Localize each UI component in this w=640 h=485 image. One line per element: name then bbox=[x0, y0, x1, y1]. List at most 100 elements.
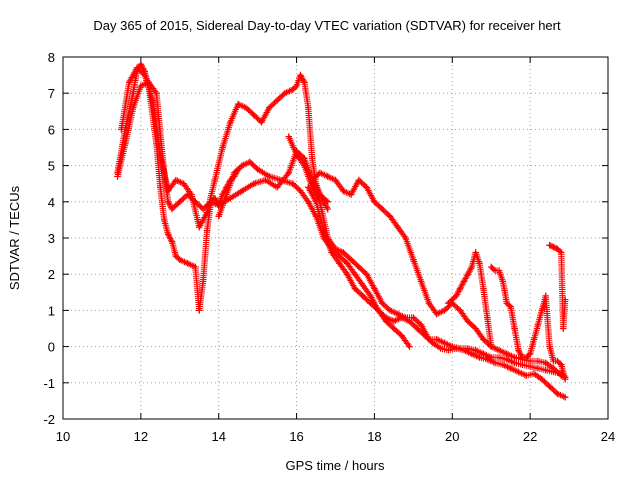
data-point bbox=[526, 363, 534, 370]
y-tick-label: 1 bbox=[48, 303, 55, 318]
data-point bbox=[441, 339, 448, 347]
y-tick-label: 7 bbox=[48, 86, 55, 101]
data-point bbox=[534, 365, 542, 372]
data-point bbox=[246, 158, 254, 166]
data-point bbox=[289, 180, 296, 187]
data-point bbox=[480, 350, 487, 358]
data-point bbox=[371, 285, 378, 292]
data-point bbox=[231, 169, 238, 177]
x-tick-label: 16 bbox=[289, 429, 303, 444]
data-point bbox=[550, 365, 557, 372]
data-point bbox=[234, 100, 242, 108]
data-point bbox=[472, 249, 479, 256]
data-point bbox=[180, 180, 187, 187]
data-point bbox=[371, 198, 378, 205]
data-point bbox=[402, 234, 409, 242]
x-tick-label: 14 bbox=[211, 429, 225, 444]
data-point bbox=[464, 318, 472, 325]
data-point bbox=[433, 310, 440, 318]
data-point bbox=[192, 263, 199, 271]
data-point bbox=[141, 71, 148, 79]
data-point bbox=[266, 173, 273, 180]
data-point bbox=[176, 256, 183, 263]
data-point bbox=[445, 299, 452, 307]
data-point bbox=[515, 368, 522, 376]
data-point bbox=[519, 361, 526, 368]
data-point bbox=[476, 354, 483, 361]
data-point bbox=[285, 133, 292, 140]
x-tick-label: 20 bbox=[445, 429, 459, 444]
data-point bbox=[293, 82, 300, 90]
data-point bbox=[410, 256, 417, 263]
data-point bbox=[285, 169, 292, 177]
data-point bbox=[390, 325, 398, 332]
data-point bbox=[250, 180, 257, 187]
data-point bbox=[425, 336, 433, 343]
data-point bbox=[495, 267, 503, 274]
data-point bbox=[445, 347, 452, 354]
data-point bbox=[414, 325, 421, 332]
data-point bbox=[456, 345, 464, 352]
data-point bbox=[511, 325, 518, 332]
data-point bbox=[499, 278, 507, 285]
data-point bbox=[538, 375, 546, 383]
data-point bbox=[488, 354, 495, 361]
data-point bbox=[351, 271, 359, 278]
series-track-8 bbox=[445, 249, 495, 350]
plot-border bbox=[62, 56, 609, 420]
data-point bbox=[480, 336, 487, 343]
data-point bbox=[305, 184, 312, 191]
data-point bbox=[534, 357, 542, 365]
data-point bbox=[242, 104, 250, 111]
data-point bbox=[495, 347, 503, 354]
data-point bbox=[343, 260, 351, 267]
data-point bbox=[476, 260, 483, 267]
data-point bbox=[495, 354, 503, 361]
data-point bbox=[546, 343, 553, 350]
data-point bbox=[168, 205, 176, 213]
data-point bbox=[262, 176, 269, 184]
data-point bbox=[238, 162, 246, 169]
data-point bbox=[449, 343, 456, 350]
data-point bbox=[238, 187, 246, 195]
data-point bbox=[203, 209, 211, 216]
data-point bbox=[456, 307, 464, 314]
data-marks bbox=[285, 133, 569, 381]
data-point bbox=[122, 140, 129, 148]
data-point bbox=[273, 97, 281, 104]
series-track-2 bbox=[114, 79, 331, 213]
data-point bbox=[484, 314, 491, 321]
data-point bbox=[417, 278, 425, 285]
data-point bbox=[297, 71, 304, 79]
data-point bbox=[137, 82, 145, 90]
chart-title: Day 365 of 2015, Sidereal Day-to-day VTE… bbox=[93, 18, 561, 33]
data-point bbox=[305, 198, 312, 205]
data-point bbox=[379, 299, 386, 307]
data-point bbox=[343, 271, 351, 278]
data-point bbox=[359, 292, 366, 300]
data-point bbox=[472, 347, 479, 354]
data-point bbox=[297, 187, 304, 195]
data-point bbox=[293, 151, 300, 158]
data-point bbox=[137, 61, 145, 68]
data-point bbox=[301, 79, 308, 86]
data-point bbox=[554, 357, 561, 365]
data-point bbox=[488, 343, 495, 350]
x-axis-label: GPS time / hours bbox=[286, 458, 385, 473]
data-point bbox=[336, 252, 343, 260]
series-track-10 bbox=[546, 242, 569, 332]
data-point bbox=[164, 231, 172, 238]
data-point bbox=[526, 357, 534, 365]
data-point bbox=[324, 205, 331, 213]
data-point bbox=[363, 271, 370, 278]
data-point bbox=[410, 314, 417, 321]
y-tick-label: 6 bbox=[48, 122, 55, 137]
data-point bbox=[355, 263, 363, 271]
data-marks bbox=[546, 242, 569, 332]
grid bbox=[63, 57, 608, 419]
data-point bbox=[460, 278, 468, 285]
data-point bbox=[277, 176, 285, 184]
data-point bbox=[554, 245, 561, 253]
data-point bbox=[340, 187, 347, 195]
data-point bbox=[464, 345, 472, 352]
